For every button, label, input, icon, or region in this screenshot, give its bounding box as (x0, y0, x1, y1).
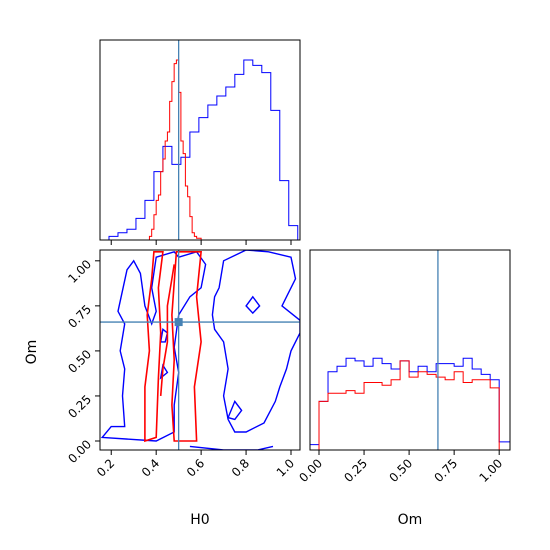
om-histogram-plot (310, 250, 510, 450)
h0-histogram-blue (100, 59, 299, 240)
contour-blue-6 (189, 445, 274, 450)
h0-histogram-frame (99, 39, 301, 241)
contour-blue-1 (211, 250, 300, 433)
contour-red-2 (159, 264, 175, 396)
contour-frame (99, 249, 301, 451)
x-axis-label-h0: H0 (190, 512, 209, 528)
contour-blue-3 (159, 363, 169, 380)
contour-blue-4 (245, 295, 261, 315)
contour-plot (100, 250, 300, 450)
contour-red-0 (144, 251, 164, 443)
contour-blue-0 (100, 250, 207, 442)
h0-histogram-plot (100, 40, 299, 240)
truth-marker (174, 318, 183, 327)
y-axis-label-om: Om (24, 340, 40, 365)
x-axis-label-om: Om (398, 512, 423, 528)
contour-red-1 (171, 251, 202, 442)
h0-histogram-red (148, 59, 206, 240)
contour-blue-5 (227, 400, 243, 421)
om-histogram-red (310, 360, 510, 450)
om-histogram-frame (309, 249, 511, 451)
